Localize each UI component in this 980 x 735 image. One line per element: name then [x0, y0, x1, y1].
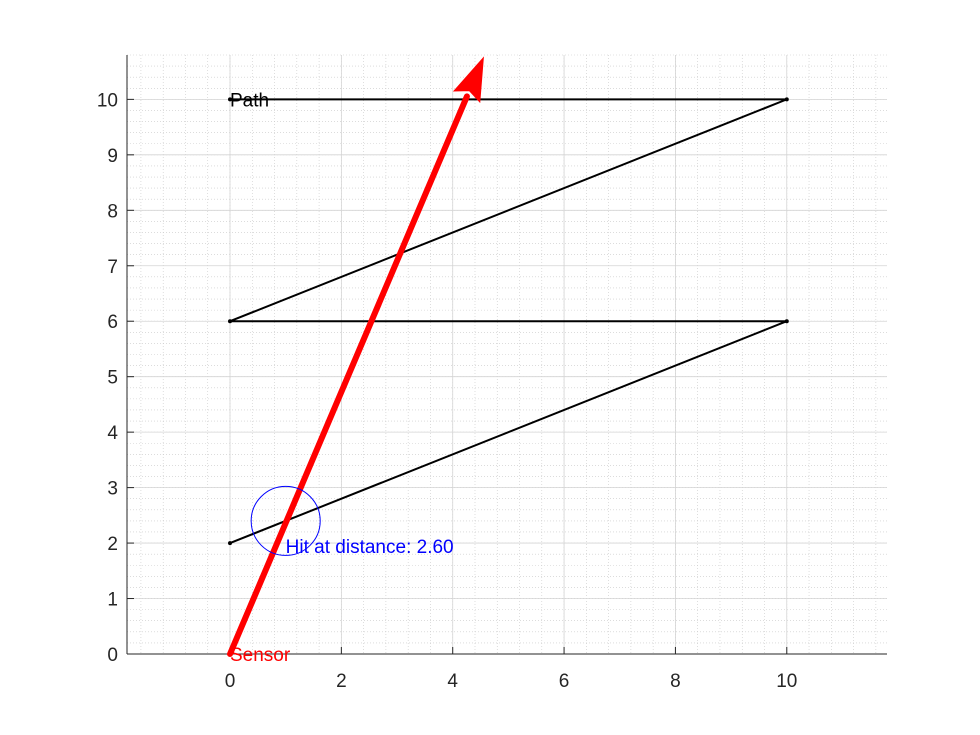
minor-grid [127, 54, 887, 655]
y-tick-label: 8 [107, 201, 118, 222]
y-tick-label: 7 [107, 257, 118, 278]
annotation-sensor: Sensor [230, 645, 291, 666]
y-tick-label: 4 [107, 423, 118, 444]
y-tick-label: 0 [107, 645, 118, 666]
x-tick-label: 8 [670, 671, 681, 692]
annotations: Path Hit at distance: 2.60 Sensor [230, 90, 454, 666]
y-tick-label: 6 [107, 312, 118, 333]
path-vertex-point [784, 319, 789, 324]
markers-layer [250, 485, 321, 556]
y-tick-label: 1 [107, 590, 118, 611]
y-tick-label: 3 [107, 479, 118, 500]
path-vertex-point [784, 97, 789, 102]
x-tick-label: 2 [336, 671, 347, 692]
axes [126, 55, 887, 655]
y-tick-label: 10 [97, 90, 118, 111]
series-layer [227, 56, 789, 657]
path-vertex-point [228, 97, 233, 102]
sensor-ray-line [227, 93, 470, 657]
x-tick-label: 4 [447, 671, 458, 692]
annotation-path: Path [230, 90, 269, 111]
path-vertex-point [228, 319, 233, 324]
x-tick-label: 6 [559, 671, 570, 692]
x-tick-label: 10 [776, 671, 797, 692]
annotation-hit: Hit at distance: 2.60 [286, 537, 454, 558]
path-vertex-point [228, 541, 233, 546]
sensor-ray-arrowhead [452, 56, 484, 104]
y-tick-label: 9 [107, 146, 118, 167]
tick-labels: 0 2 4 6 8 10 0 1 2 3 4 5 6 7 8 9 10 [97, 90, 797, 692]
x-tick-label: 0 [225, 671, 236, 692]
y-tick-label: 5 [107, 368, 118, 389]
hit-circle-marker [250, 485, 321, 556]
y-tick-label: 2 [107, 534, 118, 555]
